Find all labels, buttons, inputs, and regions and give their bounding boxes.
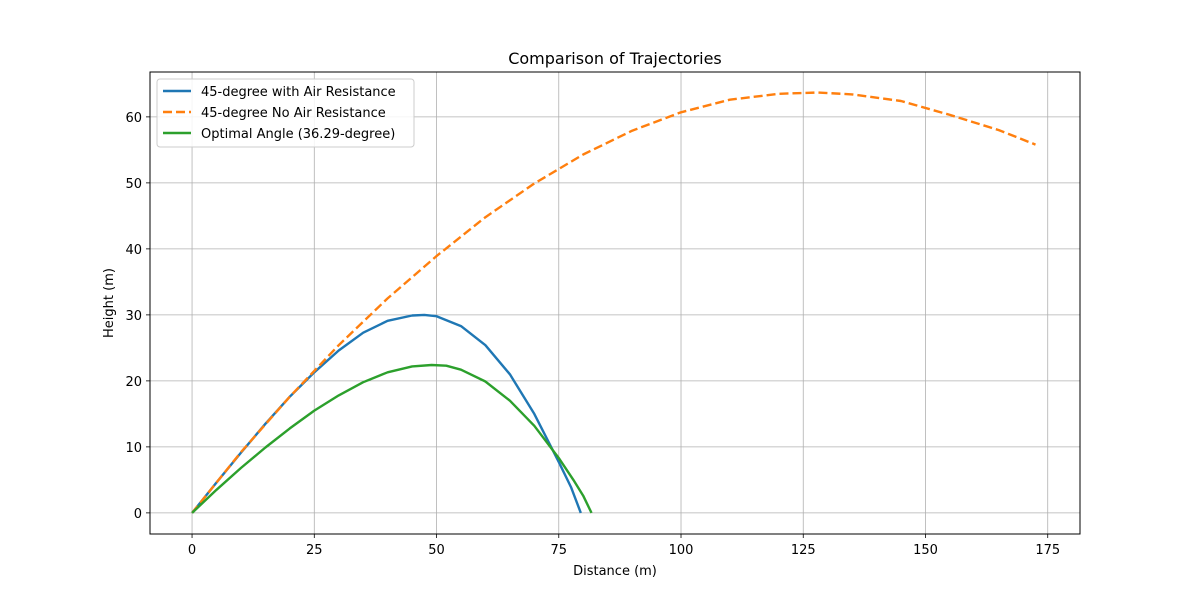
legend-label-3: Optimal Angle (36.29-degree)	[201, 127, 395, 142]
y-axis-label: Height (m)	[102, 268, 117, 338]
legend-label-2: 45-degree No Air Resistance	[201, 106, 386, 121]
x-tick-label: 25	[306, 543, 323, 558]
series-line-3	[191, 363, 593, 514]
x-axis-label: Distance (m)	[573, 564, 657, 579]
y-tick-label: 50	[125, 177, 142, 192]
x-tick-label: 150	[913, 543, 938, 558]
x-tick-label: 0	[188, 543, 196, 558]
chart-title: Comparison of Trajectories	[508, 49, 722, 68]
x-tick-label: 50	[428, 543, 445, 558]
y-tick-label: 60	[125, 111, 142, 126]
y-tick-label: 20	[125, 375, 142, 390]
series-lines	[191, 91, 1036, 514]
y-tick-label: 10	[125, 441, 142, 456]
grid	[150, 72, 1080, 534]
legend: 45-degree with Air Resistance 45-degree N…	[156, 78, 415, 148]
y-tick-label: 40	[125, 243, 142, 258]
y-tick-label: 0	[134, 507, 142, 522]
x-tick-label: 125	[791, 543, 816, 558]
x-tick-label: 175	[1035, 543, 1060, 558]
series-line-2	[191, 91, 1036, 514]
series-line-1	[191, 313, 582, 514]
x-tick-label: 75	[550, 543, 567, 558]
plot-frame	[149, 71, 1081, 535]
legend-label-1: 45-degree with Air Resistance	[201, 85, 396, 100]
y-tick-label: 30	[125, 309, 142, 324]
axis-ticks: 0 25 50 75 100 125 150 175 0 10 20 30 40 50 60	[125, 111, 1060, 558]
x-tick-label: 100	[669, 543, 694, 558]
legend-box	[156, 78, 415, 148]
